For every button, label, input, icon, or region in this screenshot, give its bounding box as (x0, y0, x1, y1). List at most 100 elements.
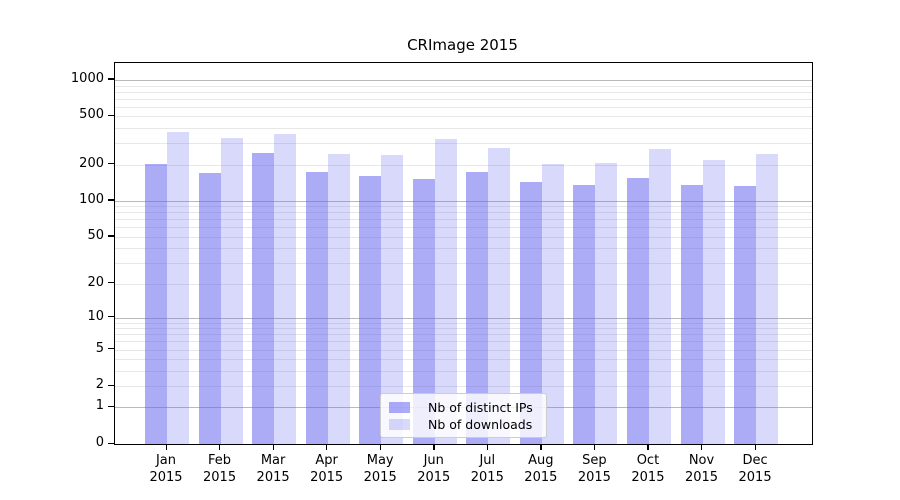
y-tick-label: 500 (79, 107, 104, 123)
x-tick-label-dec: Dec 2015 (723, 452, 787, 486)
y-tick-label: 20 (87, 274, 104, 290)
bar-downloads-oct (648, 149, 671, 444)
y-tick-label: 2 (95, 377, 104, 393)
month-label: Jan (155, 453, 177, 468)
gridline-minor (115, 143, 812, 145)
year-label: 2015 (363, 470, 397, 485)
gridline-minor (115, 128, 812, 130)
gridline-minor (115, 106, 812, 108)
x-axis-tick (701, 444, 703, 450)
x-tick-label-sep: Sep 2015 (562, 452, 626, 486)
month-label: Aug (528, 453, 554, 468)
year-label: 2015 (738, 470, 772, 485)
bar-distinct-ips-feb (198, 173, 221, 444)
y-axis-tick (108, 316, 114, 318)
year-label: 2015 (256, 470, 290, 485)
chart-title: CRImage 2015 (407, 36, 518, 54)
y-tick-label: 10 (87, 308, 104, 324)
gridline-minor (115, 98, 812, 100)
gridline-minor (115, 212, 812, 214)
month-label: Mar (260, 453, 286, 468)
bar-distinct-ips-apr (305, 171, 328, 444)
bar-distinct-ips-jul (466, 171, 489, 444)
bar-distinct-ips-may (359, 175, 382, 444)
y-tick-label: 0 (95, 435, 104, 450)
bar-distinct-ips-sep (573, 184, 596, 444)
y-axis-tick (108, 199, 114, 201)
x-axis-tick (165, 444, 167, 450)
y-tick-label: 100 (79, 191, 104, 207)
y-axis-tick (108, 282, 114, 284)
x-axis-tick (540, 444, 542, 450)
year-label: 2015 (203, 470, 237, 485)
bar-downloads-may (381, 155, 404, 444)
y-axis-tick (108, 348, 114, 350)
year-label: 2015 (310, 470, 344, 485)
y-tick-label: 50 (87, 227, 104, 243)
month-label: Jul (479, 453, 496, 468)
month-label: Dec (742, 453, 768, 468)
y-tick-label: 5 (95, 340, 104, 356)
bar-downloads-jan (167, 132, 189, 444)
gridline-minor (115, 359, 812, 361)
bar-distinct-ips-dec (734, 185, 757, 444)
gridline-minor (115, 116, 812, 118)
x-axis-tick (593, 444, 596, 450)
bar-downloads-jun (434, 138, 457, 444)
bar-downloads-mar (274, 133, 297, 444)
x-axis-tick (272, 444, 274, 450)
year-label: 2015 (524, 470, 558, 485)
bar-distinct-ips-aug (519, 181, 542, 444)
gridline-major (115, 317, 812, 319)
gridline-minor (115, 236, 812, 238)
x-tick-label-jul: Jul 2015 (455, 452, 519, 486)
x-tick-label-nov: Nov 2015 (670, 452, 734, 486)
y-tick-label: 1 (95, 398, 104, 414)
bar-distinct-ips-nov (680, 184, 703, 444)
gridline-major (115, 79, 812, 81)
year-label: 2015 (631, 470, 665, 485)
x-axis-tick (486, 444, 489, 450)
y-axis-tick (108, 78, 114, 80)
bar-downloads-nov (702, 160, 725, 444)
chart-legend: Nb of distinct IPs Nb of downloads (380, 393, 547, 438)
legend-label-distinct-ips: Nb of distinct IPs (428, 400, 533, 415)
x-tick-label-mar: Mar 2015 (241, 452, 305, 486)
year-label: 2015 (577, 470, 611, 485)
x-tick-label-may: May 2015 (348, 452, 412, 486)
gridline-minor (115, 227, 812, 229)
x-axis-tick (379, 444, 381, 450)
bar-downloads-dec (756, 153, 779, 444)
y-axis-tick (108, 235, 114, 237)
x-axis-tick (219, 444, 221, 450)
gridline-minor (115, 334, 812, 336)
gridline-minor (115, 322, 812, 324)
x-axis-tick (326, 444, 328, 450)
gridline-minor (115, 164, 812, 166)
month-label: May (366, 453, 394, 468)
x-tick-label-feb: Feb 2015 (188, 452, 252, 486)
x-tick-label-oct: Oct 2015 (616, 452, 680, 486)
legend-label-downloads: Nb of downloads (428, 417, 533, 432)
legend-item-distinct-ips: Nb of distinct IPs (385, 399, 542, 416)
gridline-minor (115, 85, 812, 87)
y-axis-tick (108, 384, 114, 386)
bar-distinct-ips-oct (626, 177, 649, 444)
x-tick-label-apr: Apr 2015 (295, 452, 359, 486)
gridline-minor (115, 248, 812, 250)
gridline-major (115, 200, 812, 202)
year-label: 2015 (417, 470, 451, 485)
gridline-minor (115, 341, 812, 343)
gridline-minor (115, 370, 812, 372)
x-axis-tick (647, 444, 649, 450)
x-tick-label-jan: Jan 2015 (134, 452, 198, 486)
bar-downloads-feb (220, 137, 243, 444)
bar-downloads-apr (327, 153, 350, 444)
bar-distinct-ips-mar (252, 152, 275, 444)
year-label: 2015 (684, 470, 719, 485)
month-label: Jun (423, 453, 444, 468)
y-tick-label: 1000 (70, 70, 104, 86)
y-axis-tick (108, 114, 114, 117)
plot-area: Nb of distinct IPs Nb of downloads (114, 62, 813, 445)
